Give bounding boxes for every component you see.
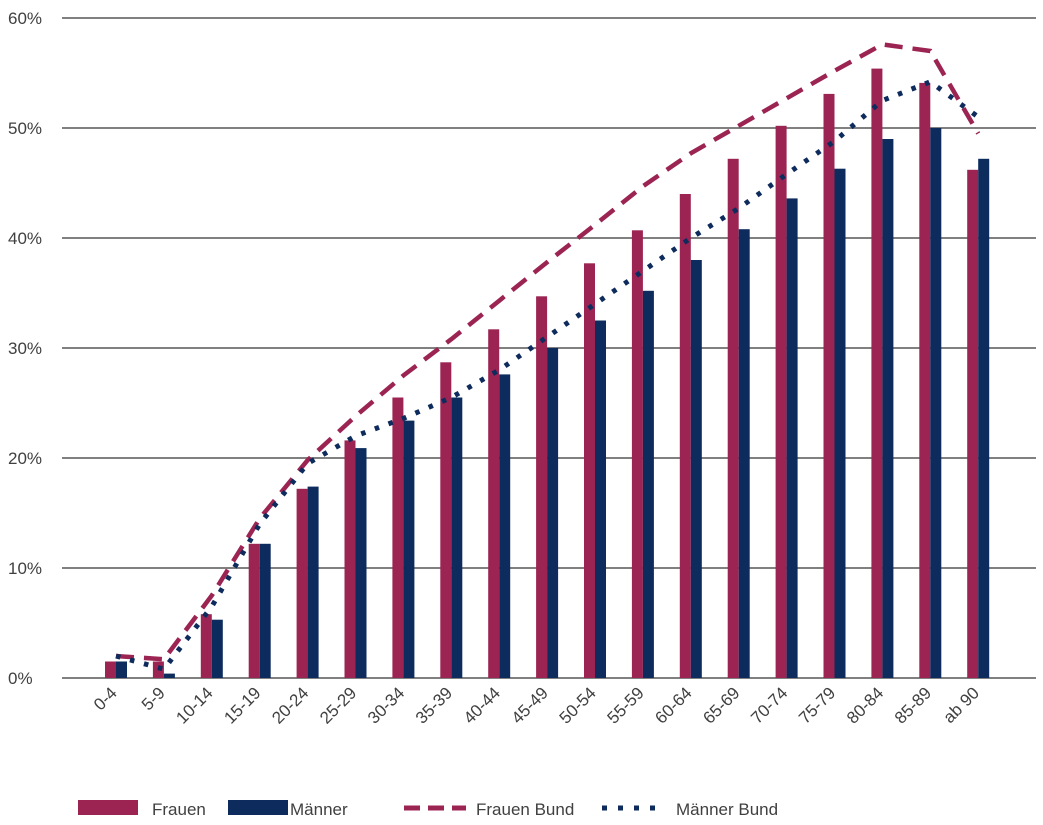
bar-frauen-9	[536, 296, 548, 678]
x-tick-label: 45-49	[508, 683, 552, 727]
bar-frauen-3	[248, 543, 260, 678]
y-tick-label: 40%	[8, 229, 42, 248]
bar-m-nner-4	[307, 486, 319, 678]
x-tick-label: 55-59	[604, 683, 648, 727]
x-tick-label: 60-64	[651, 683, 695, 727]
bar-frauen-4	[296, 488, 308, 678]
bar-m-nner-2	[211, 619, 223, 678]
legend-frauen-label: Frauen	[152, 800, 206, 819]
legend-frauen-swatch	[78, 800, 138, 815]
bar-frauen-16	[871, 68, 883, 679]
x-tick-label: 65-69	[699, 683, 743, 727]
x-tick-label: 30-34	[364, 683, 408, 727]
x-tick-label: 40-44	[460, 683, 504, 727]
bar-frauen-14	[775, 125, 787, 679]
y-tick-label: 10%	[8, 559, 42, 578]
bar-frauen-2	[200, 614, 212, 678]
bar-m-nner-11	[642, 290, 654, 678]
bar-m-nner-15	[834, 168, 846, 678]
bar-m-nner-5	[355, 448, 367, 678]
bar-m-nner-6	[403, 420, 415, 678]
bars	[105, 68, 990, 679]
bar-m-nner-8	[499, 374, 511, 678]
x-tick-label: 20-24	[268, 683, 312, 727]
bar-m-nner-10	[595, 320, 606, 678]
bar-m-nner-16	[882, 139, 894, 678]
x-tick-label: 35-39	[412, 683, 456, 727]
legend: Frauen Männer Frauen Bund Männer Bund	[78, 800, 778, 819]
legend-m-nner-swatch	[228, 800, 288, 815]
bar-m-nner-9	[547, 348, 559, 678]
lines	[115, 42, 981, 673]
bar-frauen-18	[967, 169, 979, 679]
bar-m-nner-18	[978, 158, 990, 679]
x-tick-label: ab 90	[940, 683, 984, 727]
bar-frauen-8	[488, 329, 500, 678]
line-frauen-bund	[115, 42, 981, 662]
x-axis-labels: 0-4 5-9 10-14 15-19 20-24 25-29 30-34 35-39 40-4…	[90, 683, 983, 727]
y-tick-label: 30%	[8, 339, 42, 358]
x-tick-label: 80-84	[843, 683, 887, 727]
bar-frauen-6	[392, 397, 404, 678]
bar-frauen-10	[584, 263, 595, 678]
bar-m-nner-17	[930, 128, 942, 678]
bar-frauen-0	[105, 661, 116, 678]
x-tick-label: 5-9	[138, 683, 169, 714]
legend-m-nner-label: Männer	[290, 800, 348, 819]
bar-m-nner-13	[738, 229, 750, 678]
bar-m-nner-3	[259, 543, 271, 678]
y-tick-label: 20%	[8, 449, 42, 468]
y-tick-label: 50%	[8, 119, 42, 138]
x-tick-label: 85-89	[891, 683, 935, 727]
bar-frauen-13	[727, 158, 739, 679]
bar-m-nner-14	[786, 198, 798, 678]
y-axis-labels: 0% 10% 20% 30% 40% 50% 60%	[8, 9, 42, 688]
bar-frauen-7	[440, 362, 452, 678]
x-tick-label: 15-19	[220, 683, 264, 727]
bar-m-nner-1	[163, 673, 175, 678]
x-tick-label: 70-74	[747, 683, 791, 727]
bar-frauen-15	[823, 93, 835, 678]
y-tick-label: 60%	[8, 9, 42, 28]
legend-m-nner-bund-label: Männer Bund	[676, 800, 778, 819]
x-tick-label: 10-14	[172, 683, 216, 727]
y-tick-label: 0%	[8, 669, 33, 688]
bar-frauen-11	[631, 230, 643, 679]
bar-frauen-17	[919, 82, 931, 678]
x-tick-label: 25-29	[316, 683, 360, 727]
bar-m-nner-0	[116, 661, 127, 678]
bar-frauen-5	[344, 440, 356, 678]
bar-frauen-12	[679, 194, 691, 678]
bar-m-nner-7	[451, 397, 463, 678]
x-tick-label: 75-79	[795, 683, 839, 727]
x-tick-label: 50-54	[556, 683, 600, 727]
bar-m-nner-12	[690, 260, 702, 678]
legend-frauen-bund-label: Frauen Bund	[476, 800, 574, 819]
x-tick-label: 0-4	[90, 683, 121, 714]
